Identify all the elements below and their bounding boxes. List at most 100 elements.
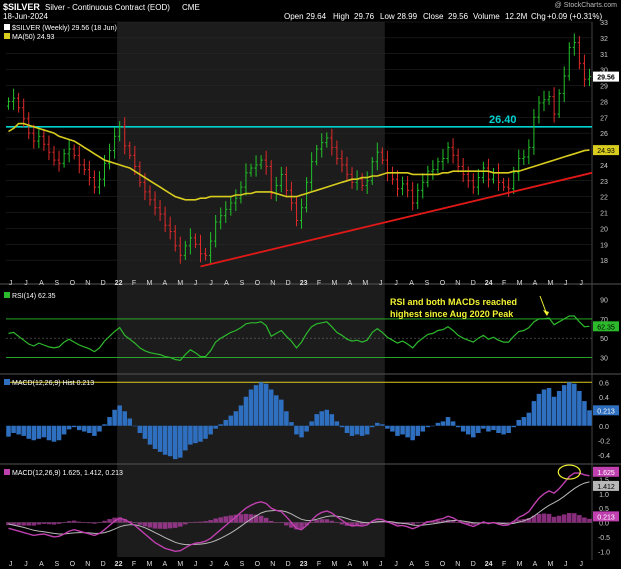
hist-bar	[496, 425, 501, 433]
macd-hist-bar	[97, 522, 102, 523]
axis-labels: 1819202122232425262728293031323329.5624.…	[9, 20, 619, 568]
hist-bar	[122, 411, 127, 426]
macd-hist-bar	[147, 522, 153, 528]
macd-tick-label: 1.5	[599, 477, 609, 484]
macd-hist-bar	[410, 522, 415, 525]
x-tick-label: 23	[300, 561, 308, 568]
hist-bar	[248, 389, 254, 426]
macd-hist-bar	[258, 515, 264, 523]
macd-hist-bar	[309, 522, 314, 523]
hist-bar	[268, 389, 274, 426]
macd-hist-bar	[102, 520, 107, 523]
hist-bar	[61, 425, 67, 435]
hist-bar	[36, 425, 42, 439]
macd-hist-bar	[46, 522, 52, 525]
hist-bar	[511, 425, 516, 428]
macd-hist-bar	[107, 519, 112, 523]
x-tick-label: J	[394, 280, 398, 287]
x-tick-label: J	[579, 280, 583, 287]
hist-bar	[481, 425, 486, 429]
hist-bar	[76, 425, 82, 431]
x-tick-label: A	[39, 561, 44, 568]
x-tick-label: A	[533, 280, 538, 287]
x-tick-label: S	[240, 561, 245, 568]
x-tick-label: A	[163, 561, 168, 568]
support-level-label: 26.40	[489, 114, 517, 126]
rsi-tick-label: 90	[600, 298, 608, 305]
x-tick-label: M	[517, 561, 523, 568]
x-tick-label: F	[502, 561, 506, 568]
macd-hist-bar	[193, 521, 198, 523]
macd-hist-bar	[304, 522, 309, 526]
macd-hist-bar	[61, 522, 67, 523]
macd-hist-bar	[501, 522, 506, 524]
macd-tick-label: -1.0	[598, 549, 610, 556]
macd-hist-bar	[16, 522, 21, 526]
alternating-year-bands	[0, 22, 621, 560]
macd-value-tag	[593, 511, 619, 522]
hist-bar	[364, 425, 370, 435]
price-tick-label: 30	[600, 68, 608, 75]
quote-high-label: High	[333, 12, 349, 21]
macd-peak-highlight	[557, 464, 581, 480]
hist-bar	[92, 425, 97, 436]
x-tick-label: O	[255, 561, 261, 568]
price-tick-label: 26	[600, 131, 608, 138]
price-tick-label: 27	[600, 115, 608, 122]
macd-tick-label: -0.5	[598, 535, 610, 542]
hist-bar	[208, 425, 213, 435]
legend-ma: MA(50) 24.93	[12, 34, 55, 41]
hist-bar	[152, 425, 158, 449]
x-tick-label: J	[209, 561, 213, 568]
hist-bar	[546, 388, 552, 426]
hist-bar	[162, 425, 168, 455]
x-tick-label: O	[440, 561, 446, 568]
price-tick-label: 21	[600, 211, 608, 218]
hist-bar	[425, 425, 431, 428]
macd-hist-bar	[587, 518, 592, 523]
macd-hist-bar	[561, 514, 567, 523]
hist-bar	[531, 401, 537, 426]
hist-bar	[228, 415, 234, 426]
macd-hist-bar	[157, 522, 163, 529]
x-tick-label: S	[55, 280, 60, 287]
x-tick-label: M	[332, 280, 338, 287]
macd-hist-bar	[56, 522, 62, 524]
hist-bar	[132, 425, 138, 427]
x-tick-label: M	[146, 280, 152, 287]
macd-hist-bar	[122, 519, 127, 523]
macd-hist-bar	[203, 521, 208, 523]
hist-bar	[46, 425, 52, 441]
macd-hist-bar	[248, 514, 254, 523]
price-tick-label: 18	[600, 258, 608, 265]
x-tick-label: D	[286, 561, 291, 568]
hist-bar	[486, 425, 491, 432]
x-tick-label: D	[471, 561, 476, 568]
price-tick-label: 33	[600, 20, 608, 27]
x-tick-label: D	[471, 280, 476, 287]
ma-price-label: 24.93	[597, 148, 615, 155]
hist-bar	[349, 425, 355, 436]
price-tick-label: 32	[600, 36, 608, 43]
macd-hist-bar	[218, 517, 223, 523]
macd-hist-bar	[531, 515, 537, 523]
hist-bar	[233, 411, 239, 426]
x-tick-label: A	[409, 280, 414, 287]
x-tick-label: M	[362, 280, 368, 287]
macd-hist-bar	[26, 522, 32, 526]
rsi-tick-label: 30	[600, 356, 608, 363]
hist-bar	[304, 425, 309, 432]
macd-hist-bar	[188, 522, 193, 523]
rsi-line	[8, 315, 590, 362]
symbol-exchange: CME	[182, 3, 200, 12]
hist-bar	[97, 425, 102, 432]
hist-tick-label: -0.2	[598, 438, 610, 445]
macd-hist-bar	[349, 522, 355, 526]
x-tick-label: M	[547, 280, 553, 287]
macd-value-label: 1.412	[597, 484, 615, 491]
hist-value-label: 0.213	[597, 408, 615, 415]
hist-bar	[582, 401, 587, 426]
macd-hist-bar	[233, 514, 239, 523]
macd-tick-label: 0.0	[599, 521, 609, 528]
hist-bar	[572, 383, 577, 426]
